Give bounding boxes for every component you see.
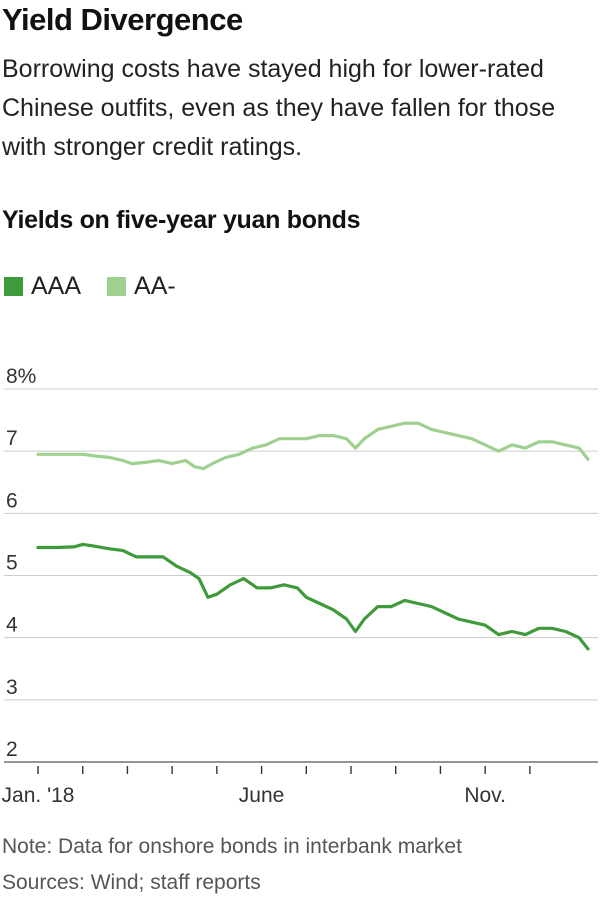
source-note: Sources: Wind; staff reports [2, 871, 261, 894]
chart-title: Yield Divergence [2, 2, 243, 37]
y-tick-label-4: 4 [6, 614, 18, 637]
x-tick-label-5: June [239, 784, 285, 807]
series-line-aa-minus [36, 421, 590, 471]
legend-label-aaa: AAA [31, 272, 82, 300]
legend-item-aa-minus: AA- [107, 272, 176, 301]
y-tick-label-6: 6 [6, 489, 18, 512]
chart-heading: Yields on five-year yuan bonds [2, 206, 361, 234]
series-line-aaa [36, 542, 590, 651]
y-tick-label-3: 3 [6, 676, 18, 699]
line-chart: 2 3 4 5 6 7 8% Jan. '18 June Nov. [2, 365, 598, 807]
grid-layer [4, 388, 598, 763]
y-tick-label-2: 2 [6, 738, 18, 761]
legend-item-aaa: AAA [4, 272, 81, 301]
legend-swatch-aaa [4, 277, 23, 296]
y-tick-label-5: 5 [6, 552, 18, 575]
chart-subtitle: Borrowing costs have stayed high for low… [2, 55, 556, 161]
x-tick-label-0: Jan. '18 [2, 784, 75, 807]
legend: AAA AA- [4, 272, 202, 301]
legend-label-aa-minus: AA- [134, 272, 176, 300]
x-axis: Jan. '18 June Nov. [2, 766, 531, 807]
series-layer [36, 421, 590, 651]
footnote: Note: Data for onshore bonds in interban… [2, 835, 462, 858]
x-tick-label-10: Nov. [464, 784, 506, 807]
y-tick-label-8: 8% [6, 365, 36, 388]
y-tick-label-7: 7 [6, 427, 18, 450]
legend-swatch-aa-minus [107, 277, 127, 296]
y-tick-labels: 2 3 4 5 6 7 8% [6, 365, 36, 761]
